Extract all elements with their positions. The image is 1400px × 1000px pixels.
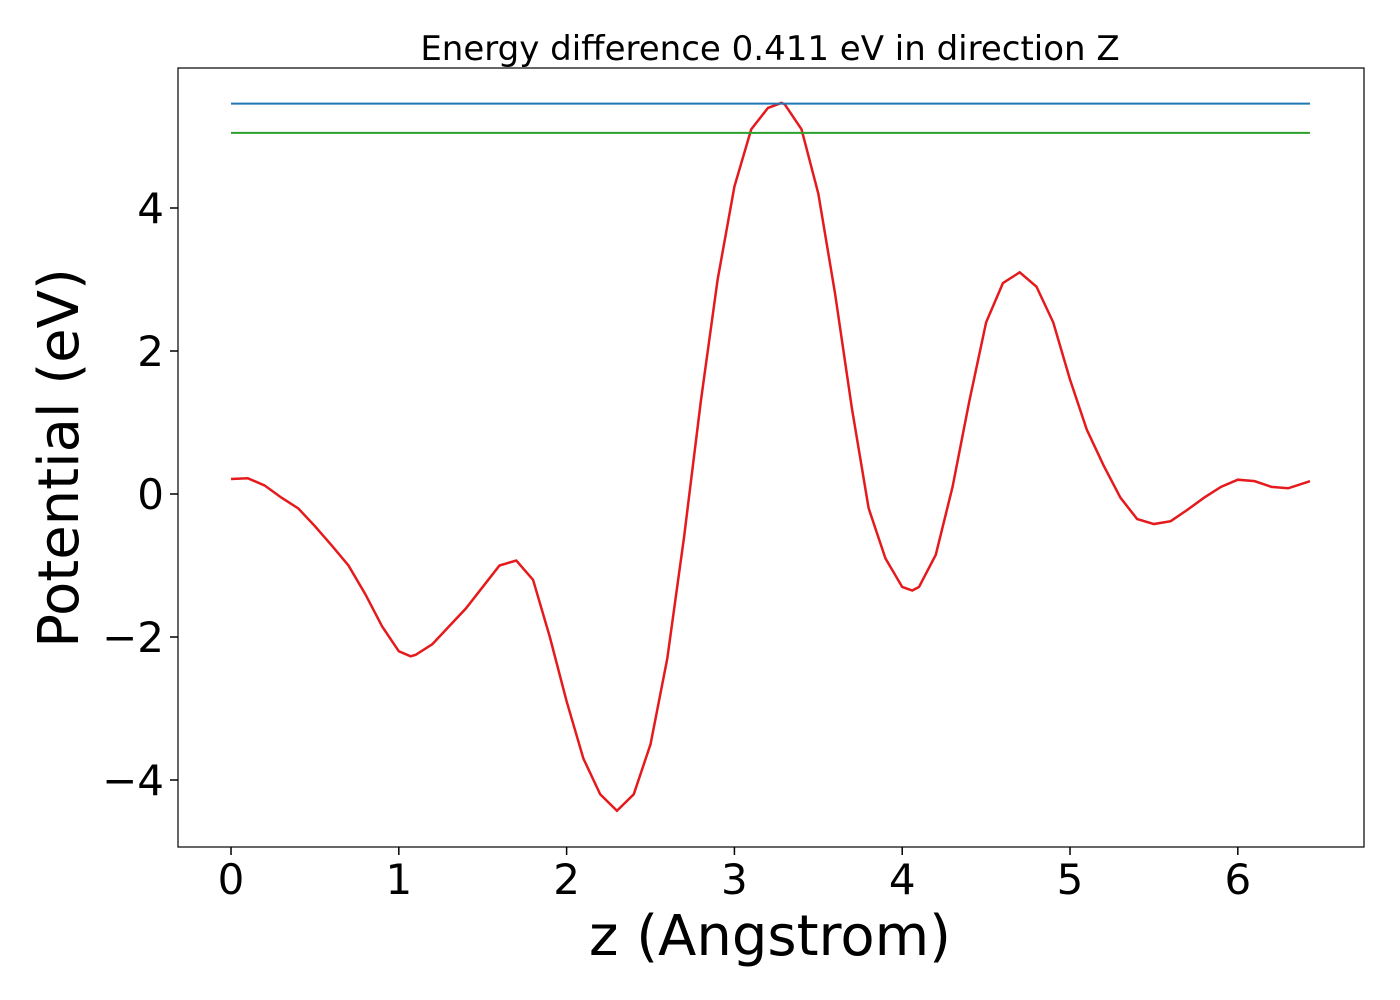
y-tick-label: 0 — [137, 470, 164, 519]
y-axis-label: Potential (eV) — [27, 268, 92, 648]
x-tick-label: 0 — [218, 855, 245, 904]
x-tick-label: 2 — [553, 855, 580, 904]
x-tick-label: 6 — [1224, 855, 1251, 904]
plot-frame — [177, 67, 1365, 848]
x-tick-label: 5 — [1057, 855, 1084, 904]
x-tick-label: 4 — [889, 855, 916, 904]
x-axis-label: z (Angstrom) — [589, 904, 951, 969]
x-tick-label: 1 — [385, 855, 412, 904]
x-tick-label: 3 — [721, 855, 748, 904]
data-line — [230, 101, 1311, 813]
y-tick-label: −4 — [102, 756, 164, 805]
y-tick-label: −2 — [102, 613, 164, 662]
y-tick-label: 4 — [137, 184, 164, 233]
chart-title: Energy difference 0.411 eV in direction … — [420, 29, 1119, 69]
y-tick-label: 2 — [137, 327, 164, 376]
